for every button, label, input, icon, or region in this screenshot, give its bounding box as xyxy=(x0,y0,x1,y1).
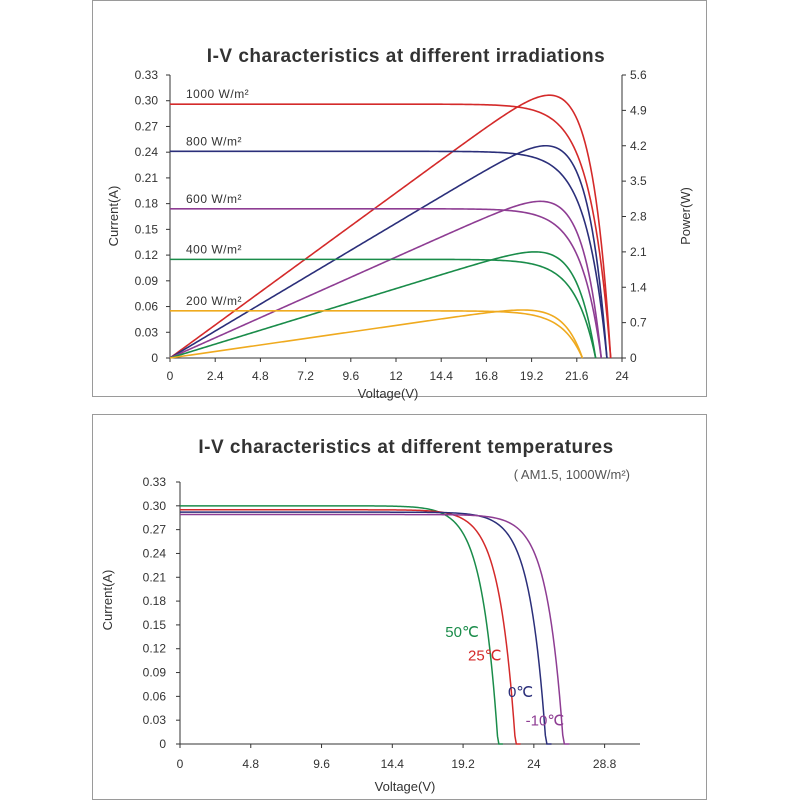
chart1-iv-curve xyxy=(170,207,603,359)
chart1-pv-curve xyxy=(169,251,597,359)
chart2-y-tick-label: 0.06 xyxy=(143,689,167,703)
chart1-pv-curve xyxy=(169,309,584,359)
chart2-y-label: Current(A) xyxy=(100,570,115,631)
chart2-series-label: -10℃ xyxy=(526,713,565,730)
chart2-series-label: 0℃ xyxy=(508,684,533,701)
chart1-y2-tick-label: 4.2 xyxy=(630,139,647,153)
chart2-x-label: Voltage(V) xyxy=(375,779,436,794)
chart1-series-label: 600 W/m² xyxy=(186,192,242,206)
chart1-y-tick-label: 0.33 xyxy=(135,68,159,82)
chart1-x-tick-label: 14.4 xyxy=(430,369,454,383)
chart1-y-tick-label: 0.15 xyxy=(135,222,159,236)
chart1-pv-curve xyxy=(169,200,603,359)
chart2-x-tick-label: 24 xyxy=(527,757,541,771)
chart2-y-tick-label: 0.03 xyxy=(143,713,167,727)
chart2-x-tick-label: 19.2 xyxy=(451,757,475,771)
chart2-y-tick-label: 0.15 xyxy=(143,618,167,632)
chart1-series-label: 400 W/m² xyxy=(186,242,242,256)
chart1-x-tick-label: 21.6 xyxy=(565,369,589,383)
chart1-iv-curve xyxy=(170,103,612,359)
chart1-y2-tick-label: 2.8 xyxy=(630,210,647,224)
chart1-x-tick-label: 0 xyxy=(167,369,174,383)
chart1-series-label: 1000 W/m² xyxy=(186,87,249,101)
chart1-y2-tick-label: 0.7 xyxy=(630,316,647,330)
chart2-y-tick-label: 0.24 xyxy=(143,546,167,560)
chart1-y2-tick-label: 1.4 xyxy=(630,280,647,294)
chart1-x-label: Voltage(V) xyxy=(358,386,419,401)
temperature-chart-panel xyxy=(92,414,707,800)
chart1-y-tick-label: 0.03 xyxy=(135,325,159,339)
chart1-pv-curve xyxy=(169,144,608,359)
irradiation-chart: I-V characteristics at different irradia… xyxy=(106,46,693,401)
temperature-chart: I-V characteristics at different tempera… xyxy=(100,437,640,794)
chart2-y-tick-label: 0.09 xyxy=(143,666,167,680)
chart2-series-label: 50℃ xyxy=(445,624,479,641)
chart2-y-tick-label: 0.18 xyxy=(143,594,167,608)
chart2-y-tick-label: 0.21 xyxy=(143,570,167,584)
chart1-series-label: 200 W/m² xyxy=(186,294,242,308)
chart2-x-tick-label: 4.8 xyxy=(242,757,259,771)
chart1-title: I-V characteristics at different irradia… xyxy=(207,46,605,67)
chart1-y-tick-label: 0 xyxy=(151,351,158,365)
chart2-series-label: 25℃ xyxy=(468,648,502,665)
chart1-y2-tick-label: 5.6 xyxy=(630,68,647,82)
chart1-y2-tick-label: 2.1 xyxy=(630,245,647,259)
chart1-y2-label: Power(W) xyxy=(678,187,693,245)
chart2-x-tick-label: 0 xyxy=(177,757,184,771)
chart2-title: I-V characteristics at different tempera… xyxy=(198,437,613,458)
chart1-x-tick-label: 19.2 xyxy=(520,369,544,383)
chart1-y2-tick-label: 4.9 xyxy=(630,103,647,117)
chart1-y-tick-label: 0.18 xyxy=(135,197,159,211)
chart1-x-tick-label: 24 xyxy=(615,369,629,383)
chart1-y-tick-label: 0.12 xyxy=(135,248,159,262)
chart1-y-tick-label: 0.30 xyxy=(135,94,159,108)
chart2-x-tick-label: 9.6 xyxy=(313,757,330,771)
chart1-x-tick-label: 9.6 xyxy=(342,369,359,383)
chart1-y2-tick-label: 0 xyxy=(630,351,637,365)
chart1-y-label: Current(A) xyxy=(106,186,121,247)
chart2-subtitle: ( AM1.5, 1000W/m²) xyxy=(514,467,630,482)
chart1-iv-curve xyxy=(170,150,608,359)
chart1-series-label: 800 W/m² xyxy=(186,134,242,148)
chart1-iv-curve xyxy=(170,258,597,359)
chart1-y-tick-label: 0.27 xyxy=(135,119,159,133)
chart1-y2-tick-label: 3.5 xyxy=(630,174,647,188)
chart2-x-tick-label: 28.8 xyxy=(593,757,617,771)
chart2-iv-curve xyxy=(180,509,521,745)
chart2-y-tick-label: 0.27 xyxy=(143,523,167,537)
chart1-iv-curve xyxy=(170,310,584,359)
chart1-x-tick-label: 4.8 xyxy=(252,369,269,383)
chart1-pv-curve xyxy=(169,94,612,359)
chart1-y-tick-label: 0.24 xyxy=(135,145,159,159)
chart1-x-tick-label: 2.4 xyxy=(207,369,224,383)
chart1-y-tick-label: 0.21 xyxy=(135,171,159,185)
chart2-x-tick-label: 14.4 xyxy=(381,757,405,771)
chart2-iv-curve xyxy=(180,505,503,745)
chart2-y-tick-label: 0 xyxy=(159,737,166,751)
chart2-y-tick-label: 0.30 xyxy=(143,499,167,513)
chart2-iv-curve xyxy=(180,513,570,745)
chart1-x-tick-label: 12 xyxy=(389,369,403,383)
chart1-x-tick-label: 7.2 xyxy=(297,369,314,383)
chart1-x-tick-label: 16.8 xyxy=(475,369,499,383)
chart1-y-tick-label: 0.09 xyxy=(135,274,159,288)
chart2-y-tick-label: 0.12 xyxy=(143,642,167,656)
chart2-iv-curve xyxy=(180,511,552,745)
chart2-y-tick-label: 0.33 xyxy=(143,475,167,489)
chart1-y-tick-label: 0.06 xyxy=(135,300,159,314)
